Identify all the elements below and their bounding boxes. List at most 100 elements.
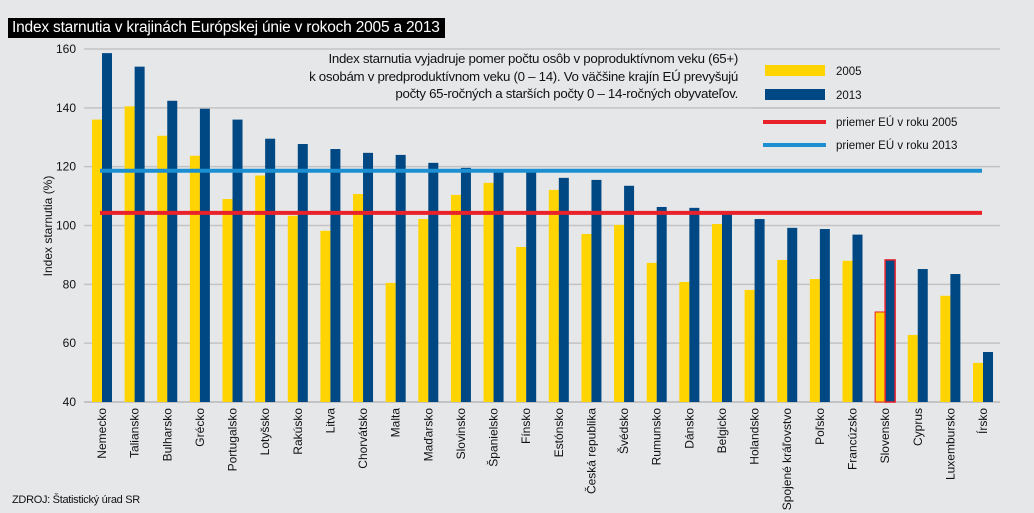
bar-2013-27 — [983, 351, 994, 402]
bar-2005-10 — [418, 219, 429, 402]
bar-2013-8 — [363, 152, 374, 402]
gridlines — [84, 48, 1000, 403]
x-label-26: Luxembursko — [943, 408, 957, 480]
bar-2013-17 — [656, 206, 667, 402]
legend: 2005 2013 priemer EÚ v roku 2005 priemer… — [752, 65, 1000, 152]
bar-2005-16 — [614, 224, 625, 402]
bar-2013-18 — [689, 207, 700, 402]
bar-2013-5 — [265, 138, 276, 403]
bars — [92, 53, 994, 403]
x-label-3: Grécko — [193, 408, 207, 447]
bar-2013-4 — [232, 119, 243, 402]
x-label-20: Holandsko — [748, 408, 762, 465]
bar-2005-2 — [157, 135, 168, 402]
x-label-15: Česká republika — [583, 408, 598, 494]
y-tick-label-80: 80 — [63, 277, 77, 291]
bar-2013-1 — [134, 66, 145, 403]
x-label-5: Lotyšsko — [258, 408, 272, 456]
x-label-16: Švédsko — [616, 408, 631, 454]
bar-2005-27 — [973, 362, 984, 402]
legend-swatch-2005 — [765, 65, 825, 76]
bar-2005-15 — [581, 234, 592, 402]
bar-2013-10 — [428, 162, 439, 402]
x-label-8: Chorvátsko — [356, 408, 370, 469]
bar-2005-1 — [124, 106, 135, 403]
x-label-24: Slovensko — [878, 408, 892, 464]
legend-label-2013: 2013 — [836, 90, 862, 102]
bar-2005-11 — [450, 194, 461, 402]
legend-swatch-eu2005 — [763, 120, 826, 124]
bar-2013-26 — [950, 274, 961, 402]
x-label-19: Belgicko — [715, 408, 729, 454]
bar-2013-0 — [102, 53, 112, 402]
bar-2013-12 — [493, 171, 504, 402]
bar-2005-20 — [744, 289, 755, 402]
bar-2013-24 — [884, 259, 896, 403]
y-tick-label-120: 120 — [56, 160, 76, 174]
x-axis-labels: Nemecko Taliansko Bulharsko Grécko Portugals… — [95, 408, 990, 511]
bar-2005-24 — [874, 311, 886, 403]
bar-2013-13 — [526, 171, 537, 402]
x-label-10: Maďarsko — [421, 408, 435, 462]
x-label-22: Poľsko — [813, 408, 827, 445]
bar-2005-6 — [287, 215, 298, 402]
bar-2013-21 — [787, 227, 798, 402]
legend-label-eu2005: priemer EÚ v roku 2005 — [836, 116, 957, 129]
bar-2005-19 — [711, 224, 722, 402]
bar-2005-14 — [548, 189, 559, 402]
bar-2005-17 — [646, 262, 657, 402]
bar-2005-4 — [222, 199, 233, 402]
chart-note: Index starnutia vyjadruje pomer počtu os… — [309, 50, 738, 103]
legend-swatch-2013 — [765, 89, 825, 100]
x-label-1: Taliansko — [128, 408, 142, 458]
bar-2005-7 — [320, 230, 331, 402]
bar-2013-3 — [199, 108, 210, 403]
bar-2013-11 — [460, 167, 471, 402]
y-axis-title: Index starnutia (%) — [41, 176, 55, 277]
bar-2013-2 — [167, 100, 178, 403]
legend-swatch-eu2013 — [763, 143, 826, 147]
legend-label-2005: 2005 — [836, 66, 862, 78]
bar-2013-16 — [624, 185, 635, 402]
bar-2005-12 — [483, 182, 494, 402]
y-tick-label-40: 40 — [63, 395, 77, 409]
x-label-6: Rakúsko — [291, 408, 305, 455]
x-label-18: Dánsko — [682, 408, 696, 449]
bar-2005-18 — [679, 281, 690, 402]
bar-2013-15 — [591, 179, 602, 402]
x-label-11: Slovinsko — [454, 408, 468, 460]
bar-2005-22 — [809, 279, 820, 402]
bar-2013-9 — [395, 154, 406, 402]
x-label-21: Spojené kráľovstvo — [780, 408, 794, 511]
x-label-14: Estónsko — [552, 408, 566, 458]
source-note: ZDROJ: Štatistický úrad SR — [12, 494, 140, 506]
y-tick-label-60: 60 — [63, 336, 77, 350]
note-line-3: počty 65-ročných a starších počty 0 – 14… — [395, 86, 738, 101]
bar-2013-25 — [917, 269, 928, 402]
bar-2005-5 — [255, 175, 266, 402]
bar-2005-13 — [516, 246, 527, 402]
bar-2005-8 — [353, 194, 364, 402]
legend-label-eu2013: priemer EÚ v roku 2013 — [836, 139, 957, 152]
x-label-2: Bulharsko — [160, 408, 174, 462]
bar-2013-14 — [558, 177, 569, 402]
note-line-1: Index starnutia vyjadruje pomer počtu os… — [328, 51, 738, 66]
bar-2013-20 — [754, 219, 765, 402]
x-label-13: Fínsko — [519, 408, 533, 444]
bar-2013-22 — [819, 229, 830, 402]
x-label-17: Rumunsko — [650, 408, 664, 466]
bar-2013-19 — [721, 212, 732, 402]
y-tick-label-140: 140 — [56, 101, 76, 115]
bar-2005-3 — [189, 155, 200, 402]
bar-2005-21 — [777, 259, 788, 402]
x-label-23: Francúzsko — [845, 408, 859, 470]
bar-2005-9 — [385, 282, 396, 402]
y-tick-label-160: 160 — [56, 42, 76, 56]
x-label-0: Nemecko — [95, 408, 109, 459]
x-label-7: Litva — [323, 408, 337, 434]
bar-2005-26 — [940, 295, 951, 402]
x-label-4: Portugalsko — [226, 408, 240, 472]
bar-2005-23 — [842, 260, 853, 402]
x-label-25: Cyprus — [911, 408, 925, 446]
